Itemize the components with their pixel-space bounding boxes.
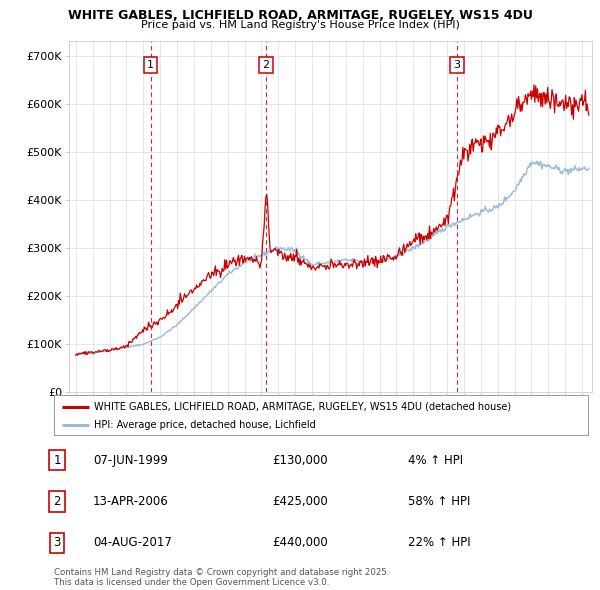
Text: £440,000: £440,000 <box>272 536 328 549</box>
Text: WHITE GABLES, LICHFIELD ROAD, ARMITAGE, RUGELEY, WS15 4DU: WHITE GABLES, LICHFIELD ROAD, ARMITAGE, … <box>68 9 532 22</box>
Text: Contains HM Land Registry data © Crown copyright and database right 2025.
This d: Contains HM Land Registry data © Crown c… <box>54 568 389 587</box>
Text: £425,000: £425,000 <box>272 495 328 508</box>
Text: WHITE GABLES, LICHFIELD ROAD, ARMITAGE, RUGELEY, WS15 4DU (detached house): WHITE GABLES, LICHFIELD ROAD, ARMITAGE, … <box>94 402 511 412</box>
Text: HPI: Average price, detached house, Lichfield: HPI: Average price, detached house, Lich… <box>94 421 316 430</box>
Text: 1: 1 <box>147 60 154 70</box>
Text: 13-APR-2006: 13-APR-2006 <box>93 495 169 508</box>
Text: 1: 1 <box>53 454 61 467</box>
Text: 22% ↑ HPI: 22% ↑ HPI <box>408 536 470 549</box>
Text: 4% ↑ HPI: 4% ↑ HPI <box>408 454 463 467</box>
Text: 3: 3 <box>454 60 461 70</box>
Text: 04-AUG-2017: 04-AUG-2017 <box>93 536 172 549</box>
Text: £130,000: £130,000 <box>272 454 328 467</box>
Text: 07-JUN-1999: 07-JUN-1999 <box>93 454 168 467</box>
Text: 2: 2 <box>263 60 269 70</box>
Text: Price paid vs. HM Land Registry's House Price Index (HPI): Price paid vs. HM Land Registry's House … <box>140 20 460 30</box>
Text: 2: 2 <box>53 495 61 508</box>
Text: 3: 3 <box>53 536 61 549</box>
Text: 58% ↑ HPI: 58% ↑ HPI <box>408 495 470 508</box>
